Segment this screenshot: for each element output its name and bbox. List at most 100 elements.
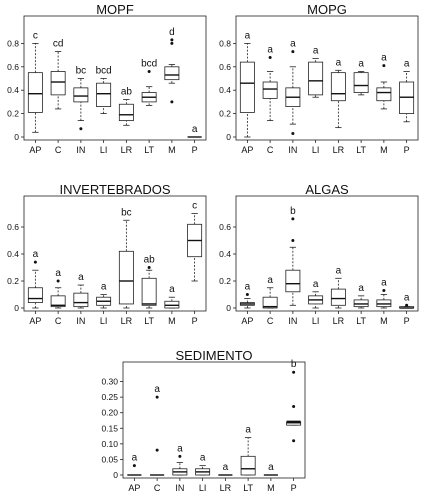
significance-letter: a — [154, 384, 160, 395]
significance-letter: a — [358, 283, 364, 294]
y-tick-label: 0.25 — [101, 392, 118, 402]
y-tick-label: 0.2 — [7, 109, 19, 119]
significance-letter: bcd — [96, 66, 112, 77]
outlier-point — [291, 50, 295, 54]
x-tick-label: LR — [220, 483, 232, 493]
x-tick-label: M — [380, 145, 388, 155]
x-tick-label: IN — [76, 145, 85, 155]
outlier-point — [245, 293, 249, 296]
box — [50, 295, 66, 308]
box — [118, 250, 134, 305]
box — [96, 82, 112, 107]
y-tick-label: 0.6 — [219, 222, 231, 232]
plot-frame — [122, 361, 306, 479]
significance-letter: a — [336, 57, 342, 68]
x-tick-label: LT — [356, 316, 366, 326]
outlier-point — [132, 464, 136, 468]
panel-title: MOPF — [96, 2, 134, 17]
box — [330, 288, 346, 306]
x-tick-label: C — [55, 145, 62, 155]
box — [73, 87, 89, 103]
outlier-point — [292, 404, 296, 408]
x-tick-label: AP — [241, 145, 253, 155]
box — [353, 72, 369, 93]
box — [330, 72, 346, 102]
y-tick-label: 0.8 — [7, 38, 19, 48]
significance-letter: bc — [121, 207, 132, 218]
significance-letter: a — [336, 265, 342, 276]
y-tick-label: 0 — [226, 132, 231, 142]
outlier-point — [291, 239, 295, 242]
outlier-point — [178, 454, 182, 458]
significance-letter: bcd — [141, 58, 157, 69]
significance-letter: a — [78, 272, 84, 283]
outlier-point — [155, 448, 159, 452]
significance-letter: a — [313, 46, 319, 57]
outlier-point — [170, 41, 174, 45]
outlier-point — [79, 127, 83, 131]
significance-letter: c — [192, 201, 197, 212]
box — [376, 87, 392, 102]
significance-letter: cd — [53, 39, 64, 50]
significance-letter: a — [358, 58, 364, 69]
box — [141, 277, 157, 306]
significance-letter: b — [290, 206, 296, 217]
x-tick-label: LI — [312, 145, 320, 155]
significance-letter: a — [268, 462, 274, 473]
box — [239, 61, 255, 113]
panel-title: ALGAS — [305, 182, 349, 197]
x-tick-label: P — [404, 316, 410, 326]
y-tick-label: 0.6 — [7, 62, 19, 72]
x-tick-label: LR — [333, 316, 345, 326]
y-tick-label: 0.4 — [7, 249, 19, 259]
y-tick-label: 0.6 — [7, 222, 19, 232]
outlier-point — [292, 439, 296, 443]
significance-letter: a — [101, 282, 107, 293]
x-tick-label: LT — [243, 483, 253, 493]
x-tick-label: C — [55, 316, 62, 326]
outlier-point — [268, 55, 272, 59]
y-tick-label: 0.2 — [219, 276, 231, 286]
y-tick-label: 0.8 — [219, 38, 231, 48]
significance-letter: ab — [144, 255, 156, 266]
significance-letter: a — [245, 425, 251, 436]
box — [73, 292, 89, 308]
y-tick-label: 0.20 — [101, 408, 118, 418]
outlier-point — [291, 217, 295, 221]
outlier-point — [33, 260, 37, 264]
y-tick-label: 0.15 — [101, 423, 118, 433]
significance-letter: b — [291, 359, 297, 370]
significance-letter: a — [55, 268, 61, 279]
box — [262, 81, 278, 99]
outlier-point — [147, 266, 151, 269]
outlier-point — [292, 370, 296, 374]
box — [164, 66, 180, 81]
outlier-point — [382, 64, 386, 68]
plot-frame — [23, 195, 207, 312]
outlier-point — [170, 38, 174, 42]
x-tick-label: C — [267, 316, 274, 326]
significance-letter: a — [267, 275, 273, 286]
x-tick-label: C — [267, 145, 274, 155]
outlier-point — [170, 100, 174, 104]
significance-letter: a — [245, 30, 251, 41]
x-tick-label: P — [192, 316, 198, 326]
significance-letter: a — [169, 284, 175, 295]
significance-letter: a — [404, 292, 410, 303]
significance-letter: a — [223, 462, 229, 473]
x-tick-label: M — [168, 316, 176, 326]
outlier-point — [56, 279, 60, 283]
x-tick-label: LR — [333, 145, 345, 155]
y-tick-label: 0 — [14, 132, 19, 142]
significance-letter: c — [33, 30, 38, 41]
y-tick-label: 0.6 — [219, 62, 231, 72]
x-tick-label: AP — [241, 316, 253, 326]
x-tick-label: M — [267, 483, 275, 493]
significance-letter: a — [200, 453, 206, 464]
significance-letter: a — [192, 124, 198, 135]
panel-title: INVERTEBRADOS — [59, 182, 170, 197]
x-tick-label: LT — [356, 145, 366, 155]
x-tick-label: M — [380, 316, 388, 326]
plot-frame — [235, 195, 419, 312]
outlier-point — [155, 395, 159, 399]
